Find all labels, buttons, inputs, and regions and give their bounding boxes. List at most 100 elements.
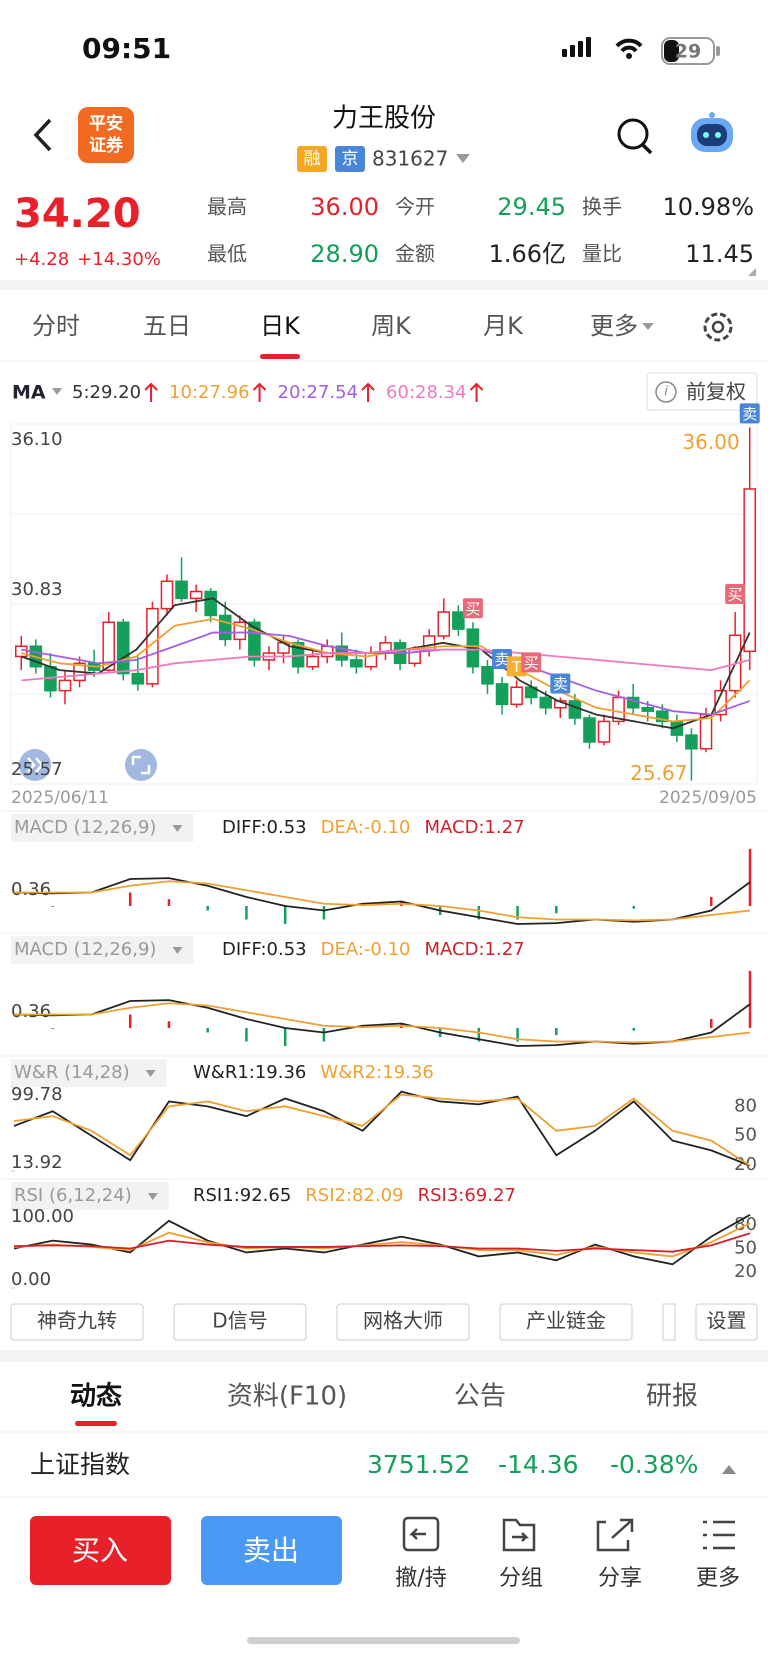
tool-button-partial[interactable]	[662, 1303, 676, 1341]
trade-signal-text: 卖	[742, 405, 757, 423]
divider	[0, 1350, 768, 1362]
buy-button[interactable]	[30, 1516, 171, 1585]
tool-button[interactable]	[336, 1303, 470, 1341]
indicator-value: MACD:1.27	[425, 939, 525, 960]
indicator-selector[interactable]	[11, 1059, 167, 1087]
logo-text: 平安	[89, 113, 123, 134]
trade-signal[interactable]	[739, 403, 760, 424]
candle-body	[583, 717, 596, 743]
info-icon	[655, 381, 677, 403]
battery-level: 29	[675, 41, 701, 63]
trade-signal-text: 卖	[495, 650, 510, 668]
indicator-name: MACD (12,26,9)	[14, 939, 156, 960]
y-tick-label: 50	[734, 1125, 757, 1146]
stat-label: 金额	[395, 242, 435, 266]
settings-button[interactable]	[703, 312, 733, 342]
expand-index[interactable]	[722, 1465, 736, 1474]
content-tab[interactable]: 动态	[70, 1381, 122, 1412]
y-tick-label: 13.92	[11, 1152, 63, 1173]
y-tick-label: 20	[734, 1261, 757, 1282]
y-tick-label: 0.36	[11, 879, 51, 900]
y-tick-label: 50	[734, 1238, 757, 1259]
y-tick-label: 25.57	[11, 759, 63, 780]
tool-button[interactable]	[10, 1303, 144, 1341]
tool-label: 神奇九转	[37, 1309, 117, 1333]
trade-signal[interactable]	[521, 652, 542, 673]
period-tab[interactable]: 更多	[590, 312, 638, 340]
tool-label: 网格大师	[363, 1309, 443, 1333]
period-tab[interactable]: 日K	[260, 312, 301, 340]
candle-body	[58, 679, 72, 692]
ma-line	[21, 648, 750, 682]
tool-button[interactable]	[173, 1303, 307, 1341]
period-tab[interactable]: 月K	[483, 312, 524, 340]
candle-body	[131, 672, 145, 685]
tab-dropdown	[642, 323, 654, 330]
trade-signal[interactable]	[550, 673, 571, 694]
tool-label: D信号	[212, 1309, 267, 1333]
indicator-value: W&R1:19.36	[193, 1062, 306, 1083]
indicator-name: W&R (14,28)	[14, 1062, 130, 1083]
action-label: 更多	[696, 1566, 740, 1591]
content-tab[interactable]: 公告	[454, 1382, 506, 1412]
index-change: -14.36	[498, 1450, 579, 1479]
y-tick-label: 80	[734, 1095, 757, 1116]
assistant-button[interactable]	[691, 112, 733, 152]
indicator-line	[14, 880, 751, 922]
period-tab[interactable]: 五日	[143, 312, 191, 340]
tool-button[interactable]	[695, 1303, 758, 1341]
stat-label: 最低	[207, 242, 247, 266]
adjust-button[interactable]	[646, 372, 758, 411]
indicator-value: DEA:-0.10	[321, 939, 411, 960]
back-button[interactable]	[33, 118, 52, 152]
candle-body	[204, 590, 217, 617]
search-button[interactable]	[617, 118, 653, 155]
broker-logo	[78, 107, 134, 163]
indicator-value: DIFF:0.53	[222, 939, 307, 960]
tool-button[interactable]	[499, 1303, 633, 1341]
y-tick-label: 36.10	[11, 429, 63, 450]
y-tick-label: 30.83	[11, 579, 63, 600]
ma-label: MA	[12, 382, 46, 404]
indicator-selector[interactable]	[11, 814, 194, 842]
ma-value: 60:28.34	[386, 382, 467, 403]
sell-button[interactable]	[201, 1516, 342, 1585]
indicator-selector[interactable]	[11, 936, 194, 964]
y-tick-label: 99.78	[11, 1084, 63, 1105]
stat-value: 36.00	[310, 193, 379, 221]
sell-label: 卖出	[243, 1534, 299, 1567]
tab-indicator	[260, 354, 300, 359]
stock-title: 力王股份	[332, 104, 436, 134]
y-tick-label: 0.00	[11, 1269, 51, 1290]
candle-body	[248, 621, 261, 661]
trade-signal[interactable]	[462, 598, 483, 619]
candle-body	[102, 621, 115, 671]
status-time: 09:51	[82, 32, 171, 65]
ma-dropdown[interactable]	[52, 388, 62, 395]
trade-signal[interactable]	[725, 584, 746, 605]
candle-body	[189, 590, 203, 600]
code-dropdown[interactable]	[456, 154, 470, 163]
price-change-pct: +14.30%	[77, 249, 161, 270]
indicator-value: DIFF:0.53	[222, 817, 307, 838]
candle-body	[350, 659, 363, 668]
candle-body	[218, 614, 232, 641]
content-tab[interactable]: 研报	[646, 1382, 698, 1412]
y-tick-label: 0.36	[11, 1001, 51, 1022]
indicator-selector[interactable]	[11, 1182, 169, 1210]
chart-overlay-buttons[interactable]	[19, 749, 157, 781]
status-icons: 29	[562, 37, 720, 65]
period-tab[interactable]: 周K	[371, 312, 412, 340]
candle-body	[160, 580, 174, 610]
stat-label: 换手	[582, 195, 622, 219]
content-tab[interactable]: 资料(F10)	[227, 1382, 347, 1412]
stat-value: 28.90	[310, 240, 379, 268]
stat-label: 量比	[582, 242, 622, 266]
candle-body	[116, 621, 130, 675]
stat-value: 11.45	[685, 240, 754, 268]
period-tab[interactable]: 分时	[32, 312, 80, 340]
last-price: 34.20	[14, 191, 141, 237]
badge-text: 京	[342, 149, 359, 169]
stock-code: 831627	[372, 147, 448, 171]
